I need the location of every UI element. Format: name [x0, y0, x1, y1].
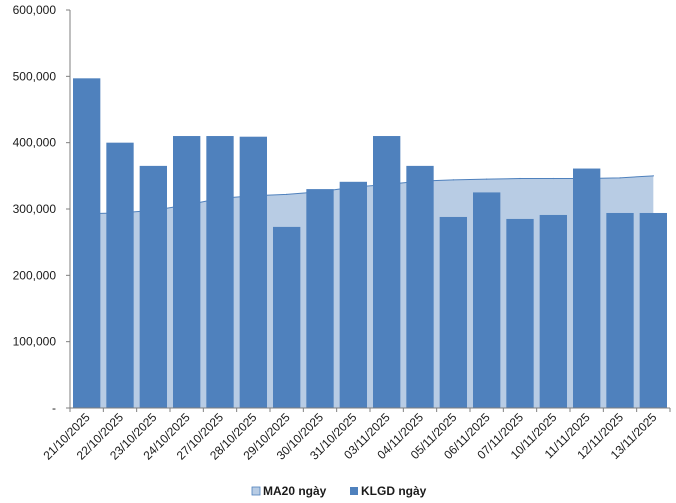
- klgd-bar: [306, 189, 334, 408]
- klgd-bar: [373, 136, 401, 409]
- klgd-bar: [573, 168, 601, 408]
- ma20-area: [86, 175, 654, 408]
- klgd-bar: [273, 226, 301, 408]
- legend-swatch-ma20: [251, 486, 261, 496]
- legend-label-klgd: KLGD ngày: [361, 484, 427, 498]
- ma20-point: [619, 177, 621, 179]
- y-tick-label: 400,000: [13, 136, 57, 150]
- ma20-point: [452, 179, 454, 181]
- klgd-bar: [639, 212, 667, 408]
- y-tick-label: 300,000: [13, 202, 57, 216]
- y-tick-label: 100,000: [13, 335, 57, 349]
- ma20-point: [652, 175, 654, 177]
- ma20-point: [519, 177, 521, 180]
- legend: MA20 ngày KLGD ngày: [251, 484, 427, 498]
- ma20-area-layer: [86, 175, 654, 408]
- klgd-bar: [506, 218, 534, 408]
- klgd-bar: [139, 165, 167, 408]
- ma20-point: [486, 178, 488, 180]
- klgd-bar: [439, 216, 467, 408]
- y-tick-label: 200,000: [13, 268, 57, 282]
- legend-label-ma20: MA20 ngày: [263, 484, 327, 498]
- klgd-bar: [106, 142, 134, 408]
- legend-swatch-klgd: [350, 487, 358, 495]
- klgd-bar: [406, 165, 434, 408]
- y-tick-label: 500,000: [13, 69, 57, 83]
- klgd-bar: [339, 181, 367, 408]
- y-tick-label: 600,000: [13, 3, 57, 17]
- bar-layer: [73, 78, 667, 409]
- klgd-bar: [539, 214, 567, 408]
- klgd-bar: [206, 136, 234, 409]
- klgd-bar: [73, 78, 101, 408]
- klgd-bar: [239, 136, 267, 409]
- klgd-bar: [606, 212, 634, 408]
- klgd-bar: [473, 192, 501, 408]
- y-tick-label: -: [52, 401, 56, 415]
- ma20-point: [286, 193, 288, 196]
- klgd-bar: [173, 136, 201, 409]
- ma20-point: [552, 177, 554, 180]
